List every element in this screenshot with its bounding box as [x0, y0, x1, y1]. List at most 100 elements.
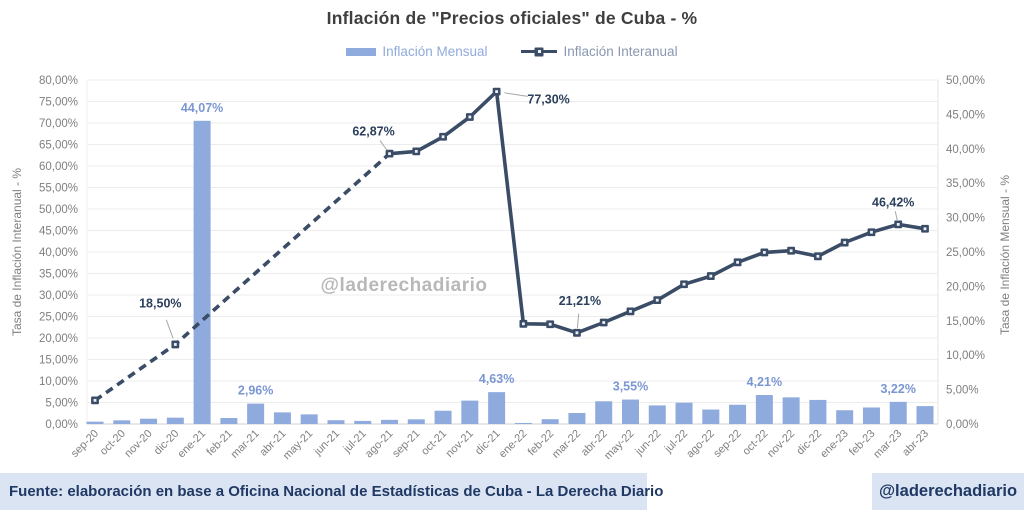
left-axis-tick: 70,00% [39, 118, 78, 130]
x-axis-label: jun-21 [311, 428, 342, 459]
line-marker-dot [173, 343, 177, 346]
bar-oct-22 [755, 395, 773, 424]
bar-mar-23 [889, 401, 907, 424]
annotation-leader-line [894, 211, 898, 222]
bar-feb-22 [541, 419, 559, 424]
bar-jul-21 [354, 420, 372, 424]
x-axis-label: jun-22 [633, 428, 664, 459]
left-axis-tick: 25,00% [39, 312, 78, 324]
left-axis-tick: 5,00% [45, 398, 78, 410]
line-marker-dot [575, 331, 579, 335]
left-axis-tick: 80,00% [39, 75, 78, 87]
x-axis-label: mar-23 [871, 428, 904, 461]
left-axis-tick: 15,00% [39, 355, 78, 367]
bar-oct-20 [113, 420, 131, 424]
x-axis-label: mar-22 [550, 428, 583, 461]
bar-sep-21 [407, 419, 425, 424]
line-series-interanual [91, 87, 929, 405]
left-axis-tick: 65,00% [39, 140, 78, 152]
bar-jul-22 [675, 402, 693, 424]
right-axis-tick: 30,00% [946, 213, 985, 225]
gridlines [86, 79, 939, 425]
bar-series-mensual [86, 120, 934, 424]
bar-jun-22 [648, 405, 666, 424]
bar-ene-21 [193, 120, 211, 424]
bar-dic-22 [809, 399, 827, 424]
line-marker-dot [736, 260, 739, 264]
bar-nov-21 [461, 400, 479, 424]
annotation-leader-line [504, 92, 528, 97]
bar-ene-23 [836, 410, 854, 424]
annotation-leader-line [165, 319, 174, 339]
line-series-swatch-icon [521, 47, 558, 56]
chart-legend: Inflación Mensual Inflación Interanual [0, 44, 1024, 59]
footer-handle: @laderechadiario [872, 473, 1024, 510]
x-axis-label: ene-23 [818, 428, 851, 461]
bar-nov-20 [140, 418, 158, 424]
data-label-oct-22: 4,21% [747, 375, 782, 389]
left-axis-tick: 10,00% [39, 376, 78, 388]
line-marker-dot [709, 274, 713, 278]
bar-abr-22 [595, 401, 613, 424]
line-marker-dot [441, 135, 445, 139]
data-label-ene-21: 44,07% [181, 101, 223, 115]
bar-jun-21 [327, 420, 345, 424]
x-axis-label: abr-23 [900, 428, 931, 459]
x-axis-label: ago-21 [363, 428, 396, 461]
data-label-dic-20: 18,50% [139, 296, 181, 310]
right-axis-tick: 45,00% [946, 109, 985, 121]
x-axis-label: sep-21 [390, 428, 422, 460]
line-marker-dot [495, 90, 499, 94]
left-axis-tick: 40,00% [39, 247, 78, 259]
data-label-ago-21: 62,87% [352, 125, 394, 139]
x-axis-label: nov-21 [444, 428, 476, 460]
bar-abr-23 [916, 406, 934, 424]
left-axis-tick: 0,00% [45, 419, 78, 431]
bar-sep-22 [729, 404, 747, 424]
bar-ene-22 [514, 422, 532, 424]
line-marker-dot [655, 298, 659, 302]
x-axis-label: ene-21 [176, 428, 209, 461]
left-axis-tick: 55,00% [39, 183, 78, 195]
bar-feb-23 [862, 407, 880, 424]
right-axis-tick: 25,00% [946, 247, 985, 259]
right-axis-tick: 5,00% [946, 385, 979, 397]
line-marker-dot [896, 222, 900, 226]
line-marker-dot [762, 251, 766, 254]
left-axis-tick: 30,00% [39, 290, 78, 302]
line-marker-dot [843, 241, 847, 244]
left-axis-title: Tasa de Inflación Interanual - % [10, 167, 24, 337]
bar-feb-21 [220, 418, 238, 424]
data-label-mar-23: 46,42% [872, 195, 914, 209]
axis-tick-labels: 0,00% 5,00% 10,00% 15,00% 20,00% 25,00% 30,00%… [39, 75, 985, 431]
bar-nov-22 [782, 397, 800, 424]
bar-series-swatch-icon [346, 47, 377, 56]
bar-sep-20 [86, 421, 104, 424]
annotation-leader-line [576, 313, 580, 329]
x-axis-label: may-22 [602, 428, 636, 462]
line-marker-dot [548, 322, 552, 326]
data-label-may-22: 3,55% [613, 380, 648, 394]
line-marker-icon [534, 47, 544, 56]
page-title: Inflación de "Precios oficiales" de Cuba… [326, 8, 698, 28]
line-marker-dot [923, 227, 927, 231]
line-marker-dot [414, 149, 418, 153]
bar-dic-20 [166, 417, 184, 424]
x-axis-label: sep-22 [711, 428, 743, 460]
bar-ago-21 [381, 419, 399, 424]
legend-item-interanual: Inflación Interanual [521, 44, 678, 59]
x-axis-labels: sep-20oct-20nov-20dic-20ene-21feb-21mar-… [69, 428, 931, 462]
line-marker-dot [602, 321, 606, 324]
legend-label-mensual: Inflación Mensual [382, 44, 488, 59]
x-axis-label: nov-22 [765, 428, 797, 460]
line-marker-dot [870, 230, 873, 234]
bar-oct-21 [434, 410, 452, 424]
x-axis-label: ene-22 [497, 428, 530, 461]
left-axis-tick: 20,00% [39, 333, 78, 345]
bar-may-21 [300, 414, 318, 424]
bar-may-22 [621, 399, 639, 424]
line-marker-dot [816, 254, 820, 258]
left-axis-tick: 50,00% [39, 204, 78, 216]
left-axis-tick: 60,00% [39, 161, 78, 173]
